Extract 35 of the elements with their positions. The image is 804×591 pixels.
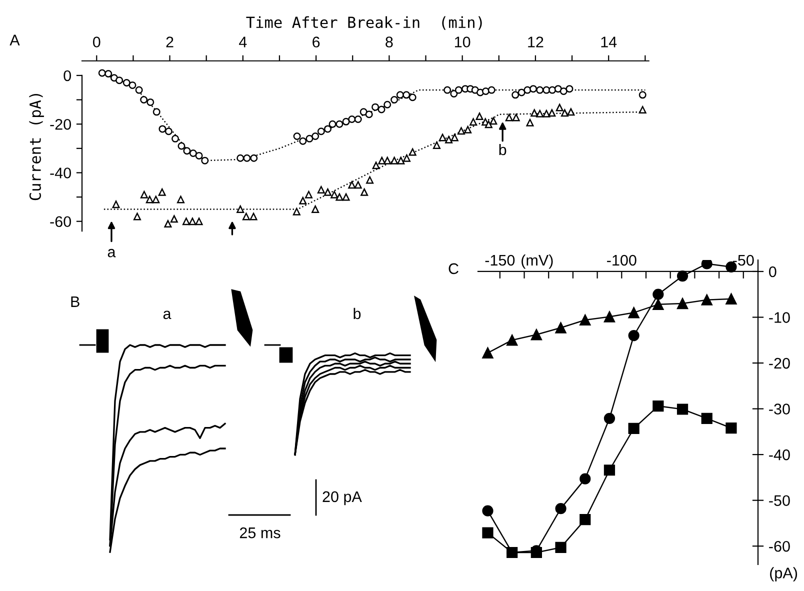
y-tick-label: -10 bbox=[769, 312, 790, 323]
text: A bbox=[10, 34, 20, 46]
annotation: 20 pA bbox=[322, 491, 362, 506]
text: a bbox=[163, 310, 172, 320]
x-tick-label: 8 bbox=[386, 36, 393, 48]
x-tick-label: -150 bbox=[485, 254, 515, 266]
text: b bbox=[354, 308, 361, 320]
x-tick-label: -100 bbox=[607, 254, 636, 266]
y-tick-label: -30 bbox=[769, 404, 790, 414]
x-tick-label: 6 bbox=[312, 36, 320, 48]
x-tick-label: 12 bbox=[528, 36, 544, 48]
y-tick-label: -40 bbox=[50, 168, 71, 178]
annotation: b bbox=[499, 144, 506, 156]
x-tick-label: 10 bbox=[454, 36, 470, 48]
y-tick-label: -20 bbox=[50, 118, 71, 130]
x-axis-title: (mV) bbox=[522, 254, 553, 269]
y-axis-title: Current (pA) bbox=[29, 94, 44, 200]
y-tick-label: -60 bbox=[50, 216, 71, 228]
x-tick-label: -50 bbox=[733, 254, 754, 266]
y-tick-label: -40 bbox=[769, 449, 790, 460]
text: B bbox=[71, 296, 80, 307]
y-axis-title: (pA) bbox=[770, 567, 798, 582]
x-axis-title: Time After Break-in (min) bbox=[246, 16, 482, 30]
y-tick-label: 0 bbox=[64, 70, 71, 82]
y-tick-label: -50 bbox=[769, 495, 790, 506]
x-tick-label: 4 bbox=[239, 36, 247, 48]
x-tick-label: 0 bbox=[92, 36, 100, 48]
y-tick-label: -20 bbox=[769, 358, 790, 369]
text: C bbox=[448, 263, 458, 274]
y-tick-label: -60 bbox=[769, 540, 790, 552]
x-tick-label: 2 bbox=[166, 36, 174, 48]
y-tick-label: 0 bbox=[769, 266, 776, 278]
text: a bbox=[108, 248, 116, 258]
x-tick-label: 14 bbox=[601, 36, 617, 48]
annotation: 25 ms bbox=[240, 527, 280, 538]
